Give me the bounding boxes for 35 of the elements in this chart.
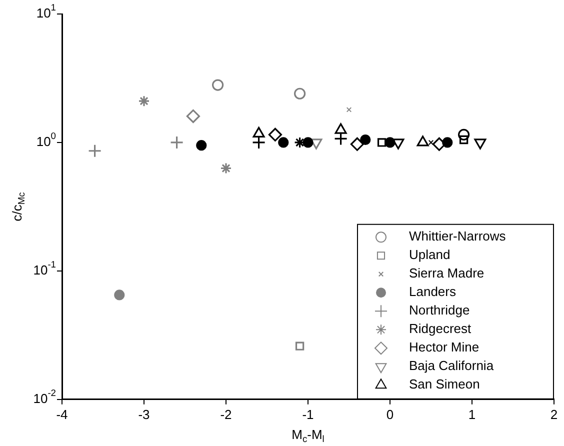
legend-label: Northridge — [409, 302, 470, 318]
point — [252, 126, 265, 138]
point — [416, 136, 429, 146]
point — [302, 137, 314, 148]
point — [268, 128, 282, 142]
point — [384, 137, 396, 148]
legend-label: Hector Mine — [409, 340, 480, 355]
point — [278, 137, 289, 148]
y-axis-title: c/cMc — [10, 192, 26, 222]
point — [220, 162, 232, 174]
x-tick-label: 0 — [386, 406, 394, 422]
x-tick-label: 1 — [468, 406, 476, 422]
point — [294, 88, 306, 100]
legend-label: Sierra Madre — [409, 266, 484, 281]
x-tick-label: -2 — [220, 406, 232, 422]
legend-label: Landers — [409, 284, 456, 300]
x-tick-label: 2 — [550, 406, 558, 422]
point — [334, 123, 347, 134]
legend-label: Baja California — [409, 358, 494, 374]
x-tick-label: -3 — [138, 406, 150, 422]
point — [442, 137, 453, 148]
legend-label: San Simeon — [409, 376, 480, 392]
point — [360, 134, 371, 146]
point — [350, 137, 364, 151]
legend-label: Upland — [409, 247, 450, 262]
point — [138, 95, 150, 107]
point — [212, 79, 224, 91]
x-tick-label: -1 — [302, 406, 314, 422]
point — [432, 137, 446, 151]
point — [459, 135, 468, 144]
legend-label: Ridgecrest — [409, 321, 472, 336]
point — [377, 138, 386, 147]
point — [196, 140, 207, 151]
x-tick-label: -4 — [56, 406, 68, 422]
legend-label: Whittier-Narrows — [409, 228, 506, 244]
